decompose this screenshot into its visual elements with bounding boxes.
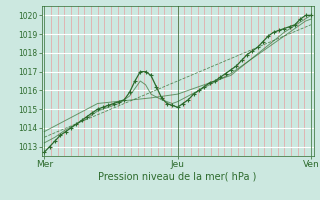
X-axis label: Pression niveau de la mer( hPa ): Pression niveau de la mer( hPa ) <box>99 172 257 182</box>
